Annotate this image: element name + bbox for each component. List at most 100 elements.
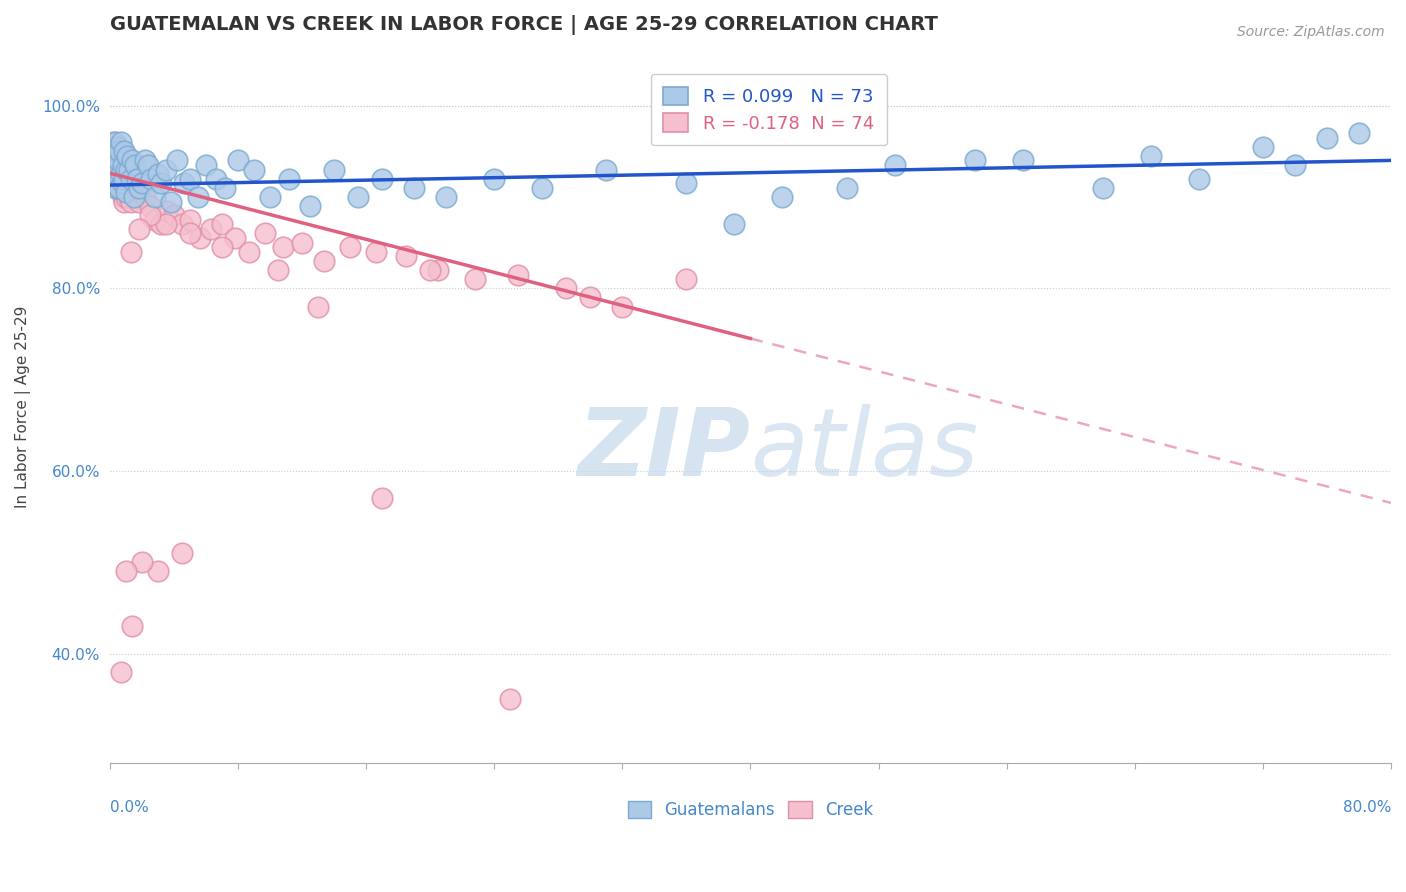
- Point: [124, 190, 146, 204]
- Point: [100, 162, 122, 177]
- Text: Source: ZipAtlas.com: Source: ZipAtlas.com: [1237, 25, 1385, 39]
- Point: [364, 244, 387, 259]
- Point: [100, 153, 122, 168]
- Point: [188, 231, 211, 245]
- Point: [118, 190, 141, 204]
- Point: [112, 162, 135, 177]
- Point: [105, 181, 128, 195]
- Point: [118, 162, 141, 177]
- Point: [371, 171, 394, 186]
- Point: [278, 171, 301, 186]
- Point: [307, 300, 329, 314]
- Point: [170, 546, 193, 560]
- Point: [159, 194, 181, 209]
- Point: [118, 162, 141, 177]
- Point: [134, 190, 156, 204]
- Point: [156, 203, 179, 218]
- Point: [1316, 130, 1339, 145]
- Point: [112, 145, 135, 159]
- Text: ZIP: ZIP: [578, 404, 751, 496]
- Point: [1091, 181, 1114, 195]
- Point: [115, 565, 138, 579]
- Point: [139, 208, 162, 222]
- Point: [107, 149, 129, 163]
- Point: [101, 171, 124, 186]
- Point: [155, 218, 177, 232]
- Point: [200, 222, 222, 236]
- Point: [508, 268, 530, 282]
- Point: [179, 227, 201, 241]
- Point: [675, 176, 697, 190]
- Point: [122, 190, 145, 204]
- Point: [204, 171, 226, 186]
- Point: [298, 199, 321, 213]
- Point: [111, 158, 134, 172]
- Point: [107, 171, 129, 186]
- Point: [107, 139, 129, 153]
- Point: [122, 171, 145, 186]
- Point: [835, 181, 858, 195]
- Point: [434, 190, 457, 204]
- Point: [105, 158, 128, 172]
- Point: [139, 199, 162, 213]
- Point: [339, 240, 361, 254]
- Point: [104, 135, 127, 149]
- Point: [1188, 171, 1211, 186]
- Point: [111, 190, 134, 204]
- Point: [112, 171, 135, 186]
- Point: [163, 208, 186, 222]
- Point: [150, 218, 173, 232]
- Point: [579, 290, 602, 304]
- Point: [121, 181, 143, 195]
- Point: [120, 194, 142, 209]
- Point: [155, 162, 177, 177]
- Point: [211, 218, 233, 232]
- Point: [531, 181, 554, 195]
- Point: [115, 190, 138, 204]
- Point: [111, 167, 134, 181]
- Point: [104, 145, 127, 159]
- Point: [125, 171, 148, 186]
- Point: [101, 149, 124, 163]
- Point: [427, 263, 450, 277]
- Point: [131, 555, 153, 569]
- Point: [179, 171, 201, 186]
- Point: [772, 190, 794, 204]
- Point: [128, 181, 150, 195]
- Point: [107, 153, 129, 168]
- Point: [141, 171, 163, 186]
- Point: [117, 149, 139, 163]
- Point: [120, 171, 142, 186]
- Point: [243, 162, 266, 177]
- Point: [173, 176, 195, 190]
- Point: [675, 272, 697, 286]
- Point: [131, 181, 153, 195]
- Point: [1284, 158, 1306, 172]
- Point: [131, 176, 153, 190]
- Point: [105, 181, 128, 195]
- Point: [371, 491, 394, 506]
- Point: [226, 153, 249, 168]
- Point: [723, 218, 745, 232]
- Point: [254, 227, 277, 241]
- Point: [347, 190, 370, 204]
- Point: [291, 235, 314, 250]
- Point: [115, 162, 138, 177]
- Point: [108, 145, 131, 159]
- Point: [136, 158, 159, 172]
- Y-axis label: In Labor Force | Age 25-29: In Labor Force | Age 25-29: [15, 306, 31, 508]
- Point: [595, 162, 617, 177]
- Point: [125, 176, 148, 190]
- Point: [1139, 149, 1161, 163]
- Point: [120, 244, 142, 259]
- Point: [101, 135, 124, 149]
- Point: [395, 249, 418, 263]
- Point: [214, 181, 236, 195]
- Point: [150, 176, 173, 190]
- Point: [267, 263, 290, 277]
- Point: [482, 171, 505, 186]
- Text: GUATEMALAN VS CREEK IN LABOR FORCE | AGE 25-29 CORRELATION CHART: GUATEMALAN VS CREEK IN LABOR FORCE | AGE…: [110, 15, 938, 35]
- Point: [963, 153, 986, 168]
- Text: 80.0%: 80.0%: [1343, 799, 1391, 814]
- Point: [1348, 126, 1371, 140]
